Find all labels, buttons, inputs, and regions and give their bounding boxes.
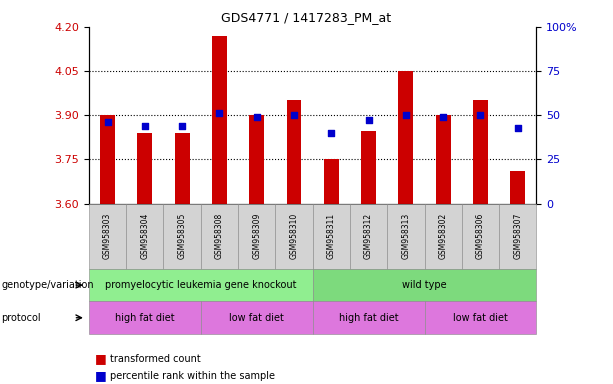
- Text: GSM958306: GSM958306: [476, 213, 485, 259]
- Text: genotype/variation: genotype/variation: [1, 280, 94, 290]
- Text: protocol: protocol: [1, 313, 41, 323]
- Bar: [361, 131, 376, 204]
- Text: ■: ■: [95, 369, 107, 382]
- Point: [438, 114, 448, 120]
- Point: [140, 123, 150, 129]
- Text: GSM958308: GSM958308: [215, 213, 224, 259]
- Text: GSM958305: GSM958305: [178, 213, 186, 259]
- Bar: [473, 101, 488, 204]
- Text: transformed count: transformed count: [110, 354, 201, 364]
- Text: wild type: wild type: [402, 280, 447, 290]
- Text: GSM958307: GSM958307: [513, 213, 522, 259]
- Point: [401, 112, 411, 118]
- Text: low fat diet: low fat diet: [229, 313, 284, 323]
- Text: promyelocytic leukemia gene knockout: promyelocytic leukemia gene knockout: [105, 280, 297, 290]
- Text: ■: ■: [95, 353, 107, 366]
- Point: [252, 114, 262, 120]
- Text: GSM958310: GSM958310: [289, 213, 299, 259]
- Text: GDS4771 / 1417283_PM_at: GDS4771 / 1417283_PM_at: [221, 12, 392, 25]
- Point: [476, 112, 485, 118]
- Bar: [100, 115, 115, 204]
- Bar: [175, 133, 189, 204]
- Point: [102, 119, 112, 125]
- Bar: [212, 36, 227, 204]
- Text: GSM958309: GSM958309: [252, 213, 261, 259]
- Text: GSM958304: GSM958304: [140, 213, 150, 259]
- Text: low fat diet: low fat diet: [453, 313, 508, 323]
- Bar: [137, 133, 152, 204]
- Point: [177, 123, 187, 129]
- Point: [364, 118, 373, 124]
- Bar: [286, 101, 302, 204]
- Point: [289, 112, 299, 118]
- Text: GSM958312: GSM958312: [364, 213, 373, 259]
- Bar: [249, 115, 264, 204]
- Bar: [510, 171, 525, 204]
- Bar: [436, 115, 451, 204]
- Text: percentile rank within the sample: percentile rank within the sample: [110, 371, 275, 381]
- Text: GSM958303: GSM958303: [103, 213, 112, 259]
- Point: [326, 130, 336, 136]
- Point: [513, 124, 523, 131]
- Text: high fat diet: high fat diet: [339, 313, 398, 323]
- Text: GSM958313: GSM958313: [402, 213, 410, 259]
- Text: high fat diet: high fat diet: [115, 313, 175, 323]
- Text: GSM958311: GSM958311: [327, 213, 336, 259]
- Text: GSM958302: GSM958302: [439, 213, 447, 259]
- Bar: [324, 159, 339, 204]
- Bar: [398, 71, 413, 204]
- Point: [215, 110, 224, 116]
